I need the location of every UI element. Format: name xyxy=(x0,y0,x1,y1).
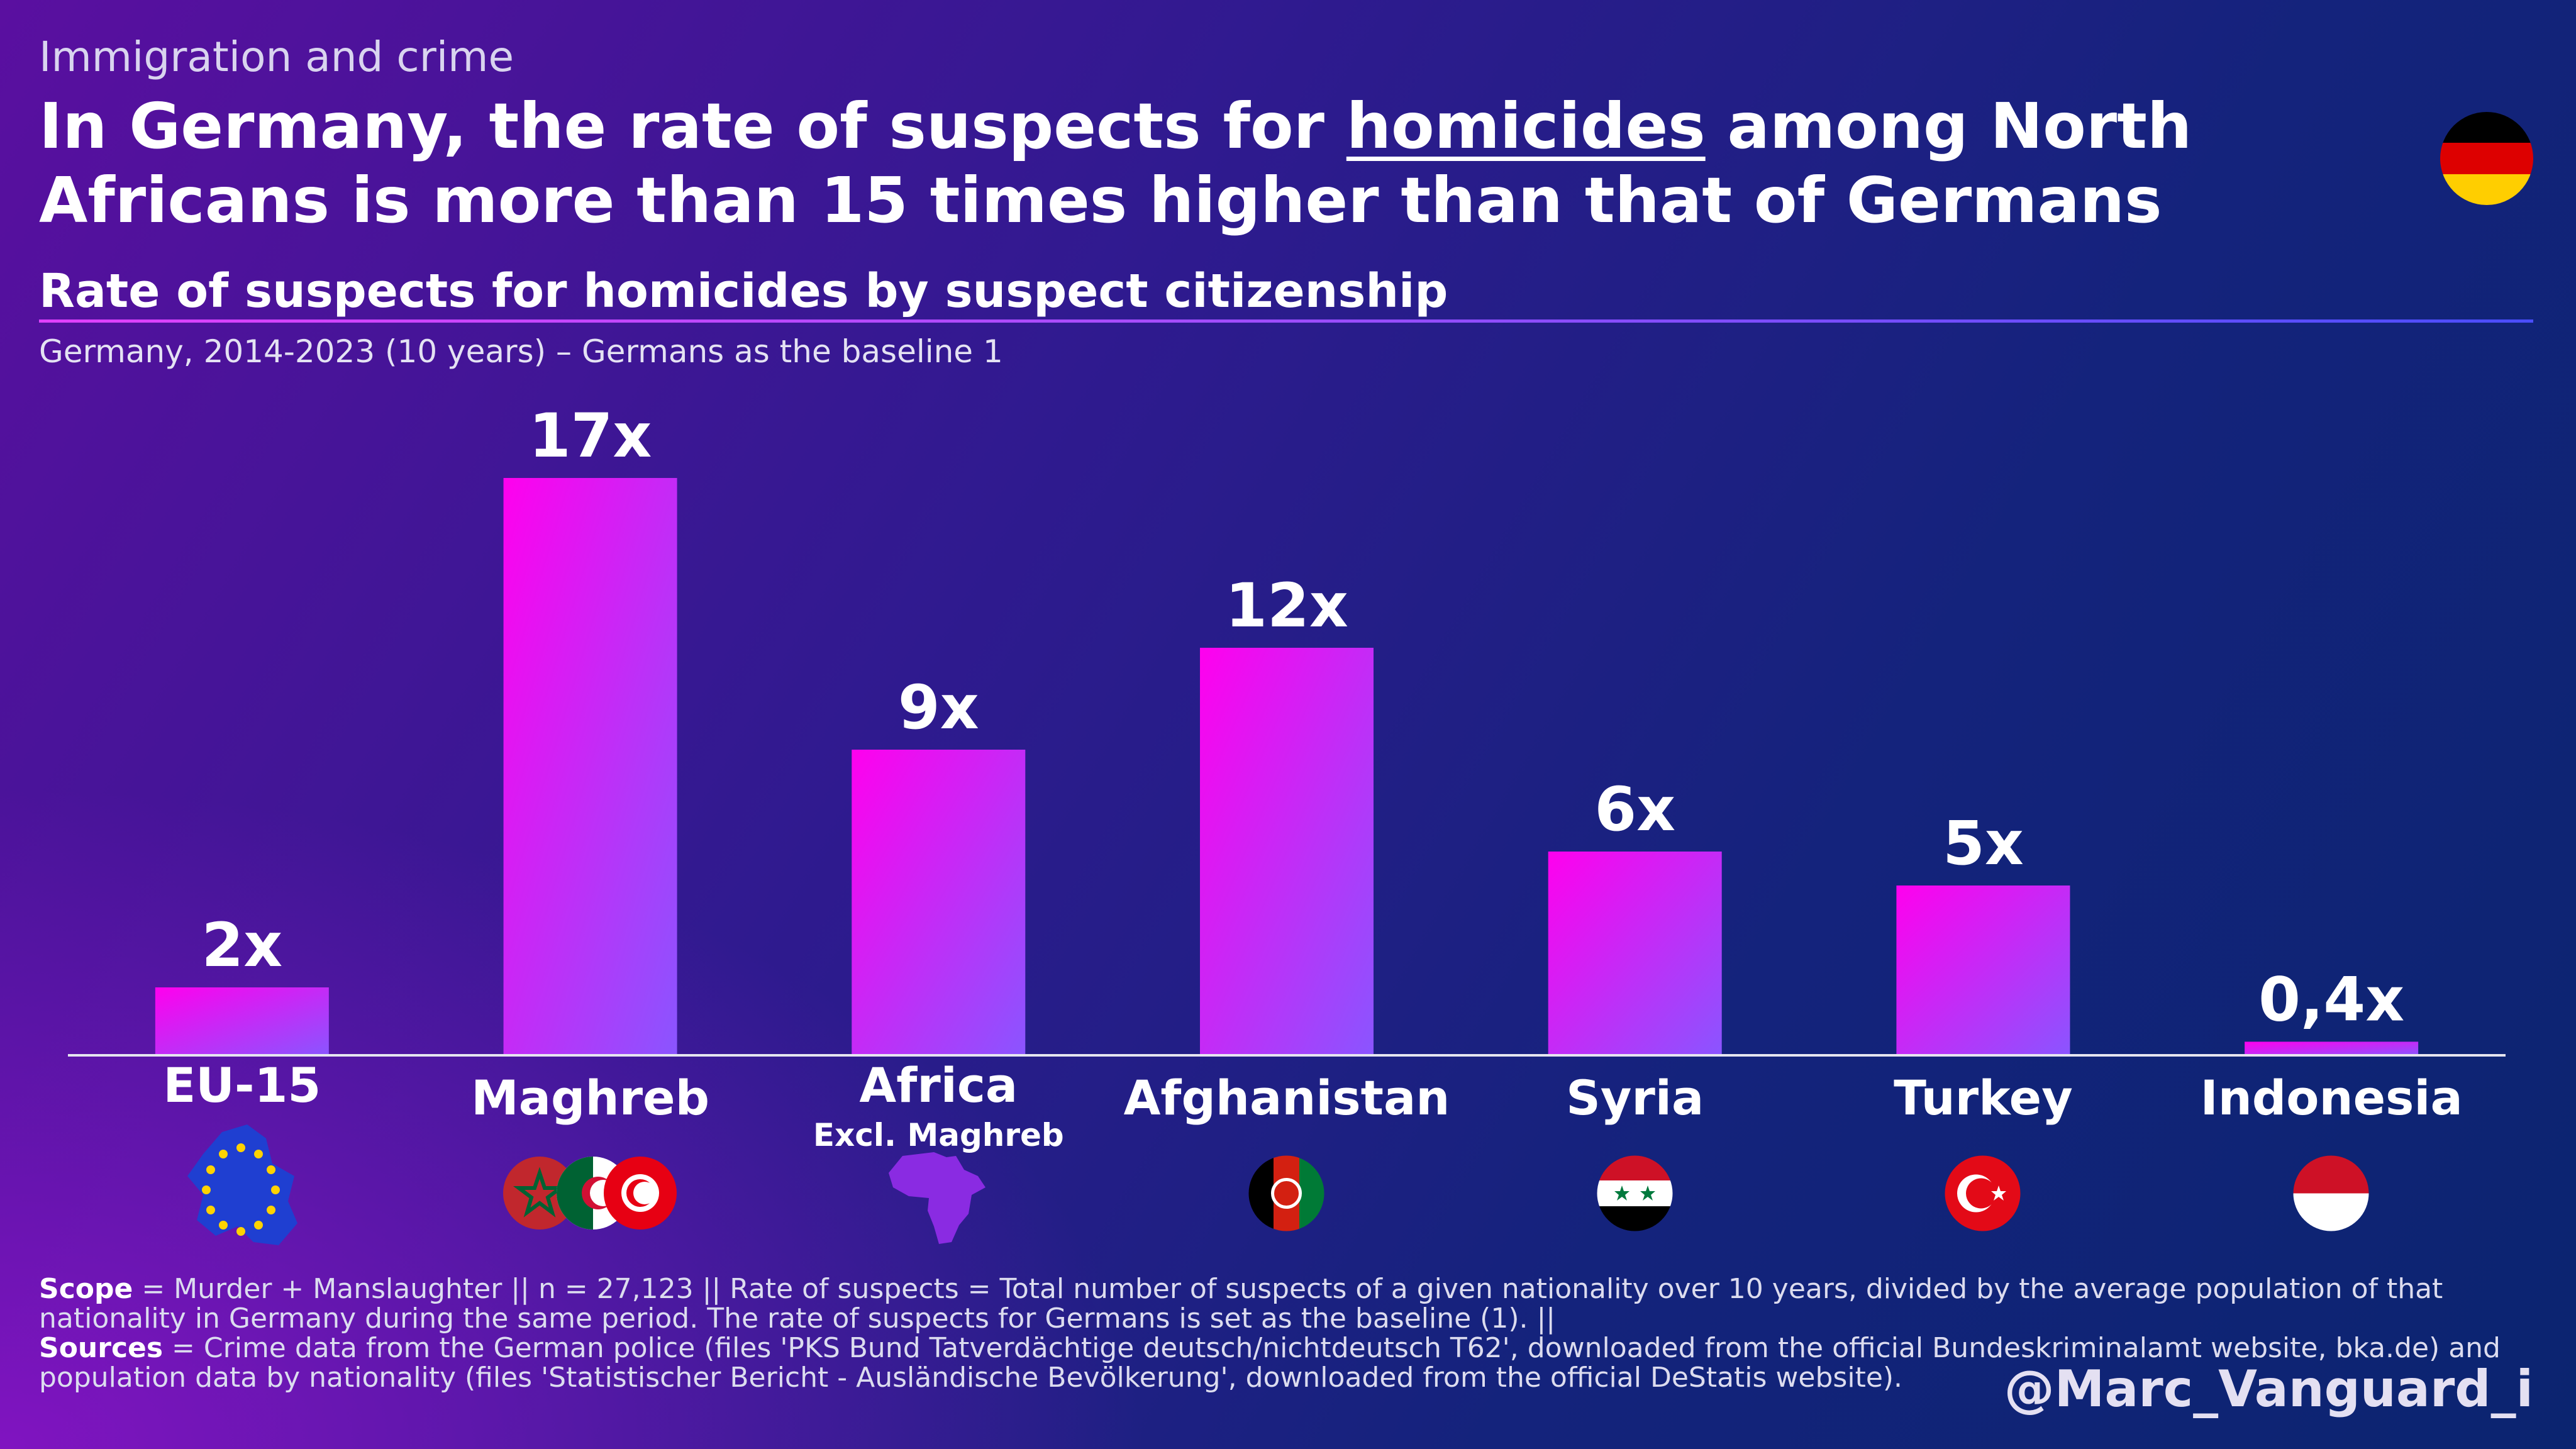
category-label: EU-15 xyxy=(163,1057,321,1113)
eu-flag-icon xyxy=(178,1119,304,1252)
chart-title: Rate of suspects for homicides by suspec… xyxy=(39,264,1448,318)
headline-emphasis: homicides xyxy=(1346,89,1706,163)
category-label: Turkey xyxy=(1894,1070,2073,1126)
category-label: Indonesia xyxy=(2201,1070,2463,1126)
category-label: Africa xyxy=(859,1057,1018,1113)
value-label: 0,4x xyxy=(2258,964,2404,1035)
scope-label: Scope xyxy=(39,1273,133,1305)
category-label: Afghanistan xyxy=(1124,1070,1450,1126)
indonesia-flag-icon xyxy=(2292,1154,2370,1233)
value-label: 9x xyxy=(898,672,979,743)
turkey-flag-icon xyxy=(1943,1154,2022,1233)
headline-part2: among North Africans is more than 15 tim… xyxy=(39,89,2192,237)
category-label: Syria xyxy=(1566,1070,1704,1126)
value-label: 2x xyxy=(201,910,282,980)
bar-eu-15 xyxy=(155,987,329,1055)
bar-indonesia xyxy=(2245,1041,2419,1055)
bar-afghanistan xyxy=(1200,648,1374,1055)
title-divider xyxy=(39,319,2533,323)
bar-syria xyxy=(1548,852,1722,1055)
syria-flag-icon xyxy=(1596,1154,1674,1233)
value-label: 12x xyxy=(1225,570,1348,641)
category-label: Maghreb xyxy=(471,1070,709,1126)
footer-notes: Scope = Murder + Manslaughter || n = 27,… xyxy=(39,1274,2504,1392)
afghanistan-flag-icon xyxy=(1247,1154,1326,1233)
africa-map-icon xyxy=(884,1151,991,1245)
bar-turkey xyxy=(1896,886,2070,1055)
bar-africa xyxy=(852,750,1026,1055)
maghreb-flags-icon xyxy=(499,1152,681,1234)
value-label: 6x xyxy=(1594,774,1675,845)
category-sublabel: Excl. Maghreb xyxy=(813,1117,1064,1153)
scope-text: = Murder + Manslaughter || n = 27,123 ||… xyxy=(39,1273,2443,1335)
sources-text: = Crime data from the German police (fil… xyxy=(39,1332,2501,1394)
headline: In Germany, the rate of suspects for hom… xyxy=(39,89,2366,238)
chart-subtitle: Germany, 2014-2023 (10 years) – Germans … xyxy=(39,333,1003,370)
value-label: 17x xyxy=(529,401,652,471)
value-label: 5x xyxy=(1943,808,2024,879)
sources-label: Sources xyxy=(39,1332,164,1364)
author-handle: @Marc_Vanguard_i xyxy=(2004,1360,2533,1418)
bar-maghreb xyxy=(503,478,677,1055)
headline-part1: In Germany, the rate of suspects for xyxy=(39,89,1346,163)
kicker: Immigration and crime xyxy=(39,33,514,81)
